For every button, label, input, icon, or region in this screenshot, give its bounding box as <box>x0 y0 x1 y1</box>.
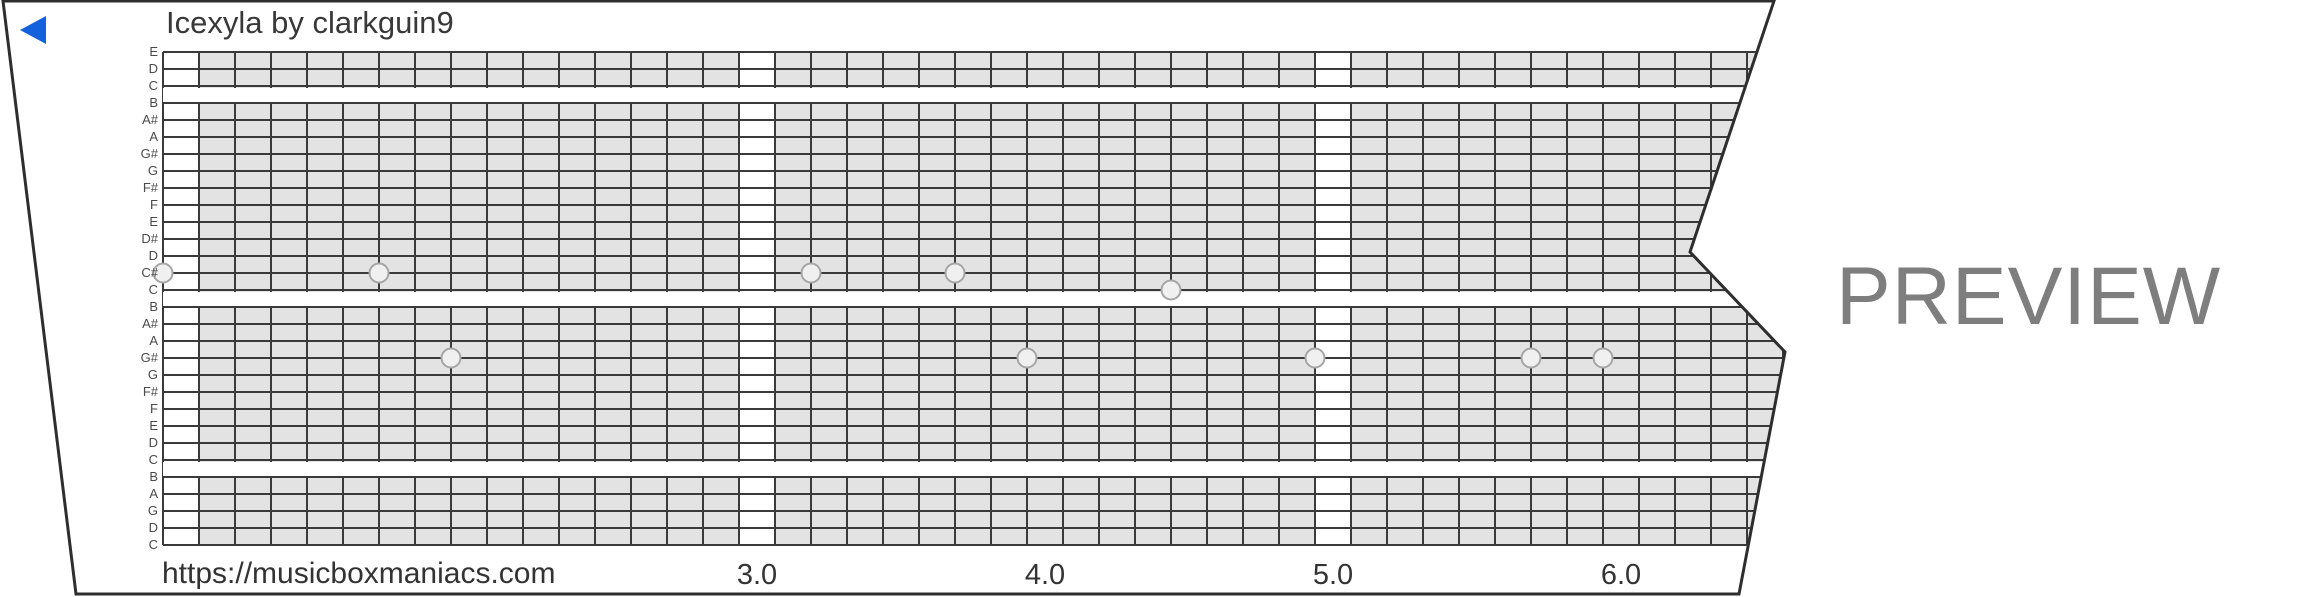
note-label: B <box>149 95 158 110</box>
note-label: D <box>148 520 158 535</box>
note-label: G# <box>140 350 158 365</box>
note-label: D <box>148 61 158 76</box>
note-label: A# <box>142 112 158 127</box>
note-label: A <box>149 486 158 501</box>
note-hole-g# <box>1016 347 1038 369</box>
note-label: D <box>148 248 158 263</box>
site-url: https://musicboxmaniacs.com <box>162 557 556 590</box>
note-label: E <box>149 214 158 229</box>
note-label: C <box>148 282 158 297</box>
note-hole-c# <box>800 262 822 284</box>
note-label: F <box>150 401 158 416</box>
note-hole-g# <box>1592 347 1614 369</box>
note-label: A <box>149 333 158 348</box>
note-label: B <box>149 469 158 484</box>
note-label: F <box>150 197 158 212</box>
note-label: F# <box>142 180 158 195</box>
note-label: E <box>149 418 158 433</box>
note-label: D <box>148 435 158 450</box>
note-hole-c <box>1160 279 1182 301</box>
preview-watermark: PREVIEW <box>1836 251 2222 342</box>
note-hole-c# <box>368 262 390 284</box>
note-hole-c# <box>944 262 966 284</box>
note-label: C <box>148 78 158 93</box>
note-hole-g# <box>1304 347 1326 369</box>
note-label: C# <box>141 265 158 280</box>
beat-label: 5.0 <box>1312 559 1354 591</box>
note-hole-g# <box>1520 347 1542 369</box>
note-label: D# <box>141 231 158 246</box>
beat-label: 3.0 <box>736 559 778 591</box>
note-label: G <box>147 367 158 382</box>
note-hole-g# <box>440 347 462 369</box>
note-label: G <box>147 503 158 518</box>
note-label: C <box>148 452 158 467</box>
beat-label: 6.0 <box>1600 559 1642 591</box>
page-title: Icexyla by clarkguin9 <box>166 5 454 40</box>
note-label: A <box>149 129 158 144</box>
grid-vline <box>1818 52 1820 545</box>
note-label: G# <box>140 146 158 161</box>
note-label: A# <box>142 316 158 331</box>
note-label: C <box>148 537 158 552</box>
note-label: B <box>149 299 158 314</box>
note-label: F# <box>142 384 158 399</box>
grid-vline <box>1782 52 1784 545</box>
note-label: E <box>149 44 158 59</box>
beat-label: 4.0 <box>1024 559 1066 591</box>
note-label: G <box>147 163 158 178</box>
